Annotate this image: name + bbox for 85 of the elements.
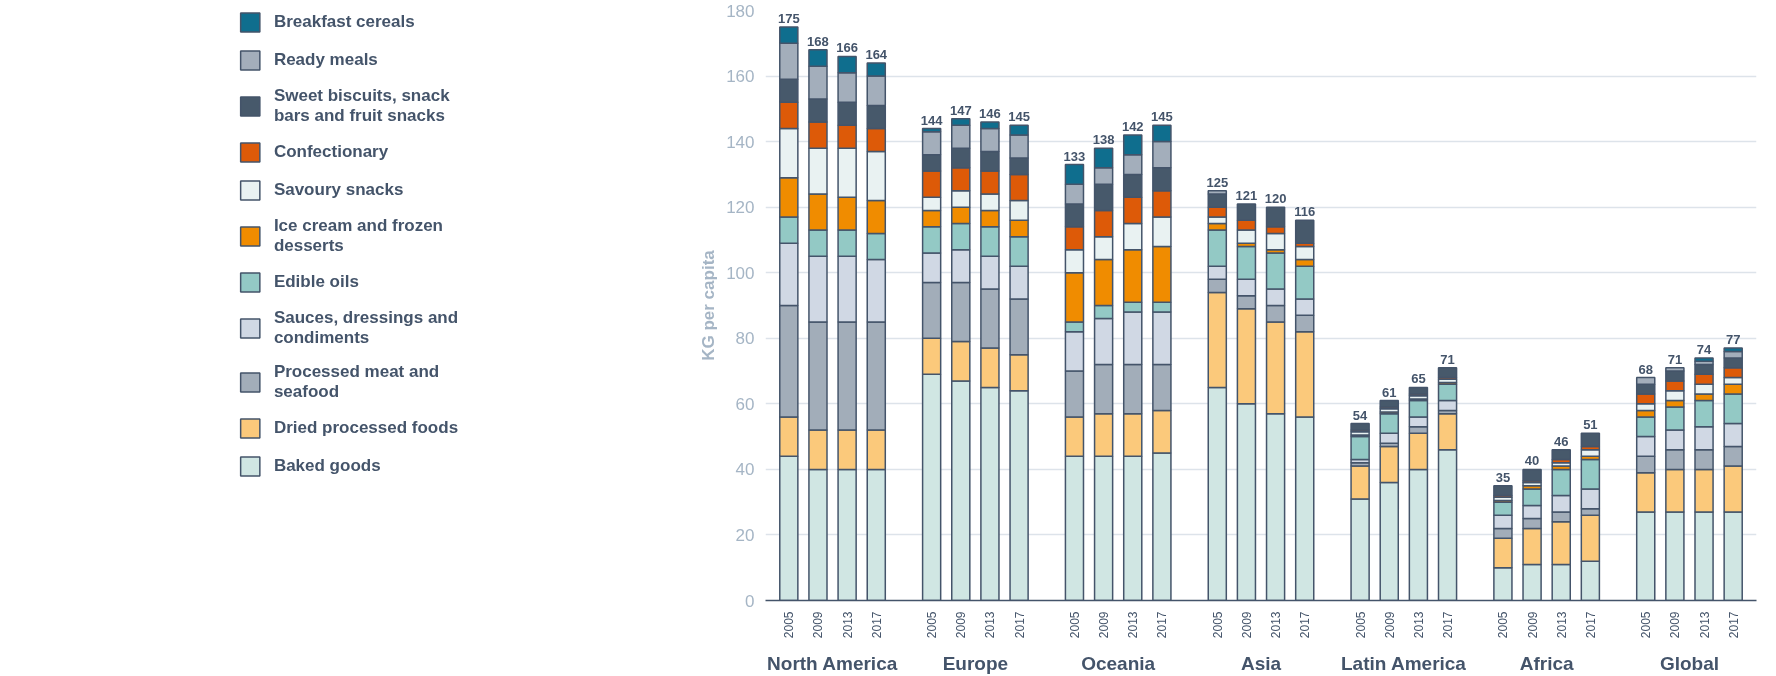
text: Africa bbox=[1519, 652, 1574, 674]
y-tick-label: 100 bbox=[726, 263, 755, 283]
x-tick-label: 2005 bbox=[1496, 611, 1511, 639]
y-tick-label: 80 bbox=[735, 329, 755, 349]
total-label: 166 bbox=[836, 40, 858, 56]
x-tick-label: 2009 bbox=[1668, 611, 1683, 639]
legend-label: Edible oils bbox=[273, 272, 359, 292]
legend-label: Sauces, dressings and condiments bbox=[273, 308, 459, 348]
legend-label: Ready meals bbox=[273, 50, 378, 70]
x-tick-label: 2013 bbox=[1126, 611, 1141, 639]
total-label: 74 bbox=[1696, 341, 1713, 357]
total-label: 175 bbox=[777, 10, 800, 26]
x-tick-label: 2013 bbox=[840, 611, 855, 639]
total-label: 145 bbox=[1008, 109, 1030, 125]
total-label: 144 bbox=[920, 112, 944, 128]
total-label: 145 bbox=[1151, 109, 1173, 125]
x-tick-label: 2005 bbox=[1639, 611, 1654, 639]
x-tick-label: 2017 bbox=[1726, 611, 1741, 639]
total-label: 68 bbox=[1638, 361, 1653, 377]
x-tick-label: 2009 bbox=[1239, 611, 1254, 639]
y-tick-label: 40 bbox=[735, 460, 755, 480]
text: Europe bbox=[942, 652, 1009, 674]
y-tick-label: 120 bbox=[726, 198, 755, 218]
x-tick-label: 2005 bbox=[1210, 611, 1225, 639]
x-tick-label: 2017 bbox=[1583, 611, 1598, 639]
y-tick-label: 60 bbox=[735, 394, 755, 414]
y-tick-label: 0 bbox=[745, 591, 755, 611]
legend-label: Baked goods bbox=[273, 456, 381, 476]
x-tick-label: 2009 bbox=[954, 611, 969, 639]
total-label: 147 bbox=[949, 102, 972, 118]
x-tick-label: 2017 bbox=[1441, 611, 1456, 639]
legend-label: Savoury snacks bbox=[273, 180, 404, 200]
total-label: 61 bbox=[1382, 384, 1397, 400]
text: Oceania bbox=[1081, 652, 1156, 674]
total-label: 46 bbox=[1553, 433, 1569, 449]
total-label: 71 bbox=[1667, 351, 1683, 367]
x-tick-label: 2013 bbox=[983, 611, 998, 639]
text: North America bbox=[767, 652, 898, 674]
total-label: 65 bbox=[1411, 371, 1426, 387]
x-tick-label: 2017 bbox=[1155, 611, 1170, 639]
total-label: 120 bbox=[1264, 191, 1287, 207]
total-label: 146 bbox=[979, 105, 1001, 121]
y-axis-title: KG per capita bbox=[699, 249, 719, 361]
x-tick-label: 2005 bbox=[782, 611, 797, 639]
total-label: 40 bbox=[1524, 453, 1540, 469]
x-tick-label: 2017 bbox=[1012, 611, 1027, 639]
text: Asia bbox=[1240, 652, 1282, 674]
total-label: 121 bbox=[1235, 187, 1258, 203]
total-label: 71 bbox=[1440, 351, 1455, 367]
x-tick-label: 2017 bbox=[869, 611, 884, 639]
total-label: 164 bbox=[865, 46, 888, 62]
x-tick-label: 2005 bbox=[1067, 611, 1082, 639]
text: Latin America bbox=[1340, 652, 1467, 674]
legend-label: Dried processed foods bbox=[273, 418, 459, 438]
total-label: 77 bbox=[1725, 332, 1741, 348]
total-label: 54 bbox=[1352, 407, 1369, 423]
legend-label: Ice cream and frozen desserts bbox=[273, 216, 443, 256]
total-label: 133 bbox=[1063, 148, 1086, 164]
x-tick-label: 2009 bbox=[811, 611, 826, 639]
x-tick-label: 2013 bbox=[1269, 611, 1284, 639]
x-tick-label: 2013 bbox=[1697, 611, 1712, 639]
legend-label: Breakfast cereals bbox=[273, 12, 415, 32]
text: Global bbox=[1659, 652, 1720, 674]
total-label: 142 bbox=[1121, 119, 1144, 135]
x-tick-label: 2017 bbox=[1298, 611, 1313, 639]
x-tick-label: 2005 bbox=[925, 611, 940, 639]
legend-label: Confectionary bbox=[273, 142, 389, 162]
total-label: 51 bbox=[1583, 417, 1598, 433]
total-label: 116 bbox=[1294, 204, 1316, 220]
total-label: 168 bbox=[807, 33, 829, 49]
legend-label: Processed meat and seafood bbox=[273, 362, 440, 402]
x-tick-label: 2005 bbox=[1353, 611, 1368, 639]
legend-label: Sweet biscuits, snack bars and fruit snacks bbox=[273, 86, 450, 126]
total-label: 138 bbox=[1092, 132, 1115, 148]
y-tick-label: 160 bbox=[726, 67, 755, 87]
y-tick-label: 20 bbox=[735, 525, 755, 545]
total-label: 35 bbox=[1495, 469, 1511, 485]
x-tick-label: 2013 bbox=[1411, 611, 1426, 639]
x-tick-label: 2009 bbox=[1382, 611, 1397, 639]
y-tick-label: 180 bbox=[726, 1, 755, 21]
x-tick-label: 2013 bbox=[1554, 611, 1569, 639]
x-tick-label: 2009 bbox=[1097, 611, 1112, 639]
x-tick-label: 2009 bbox=[1525, 611, 1540, 639]
y-tick-label: 140 bbox=[726, 132, 755, 152]
total-label: 125 bbox=[1206, 174, 1229, 190]
